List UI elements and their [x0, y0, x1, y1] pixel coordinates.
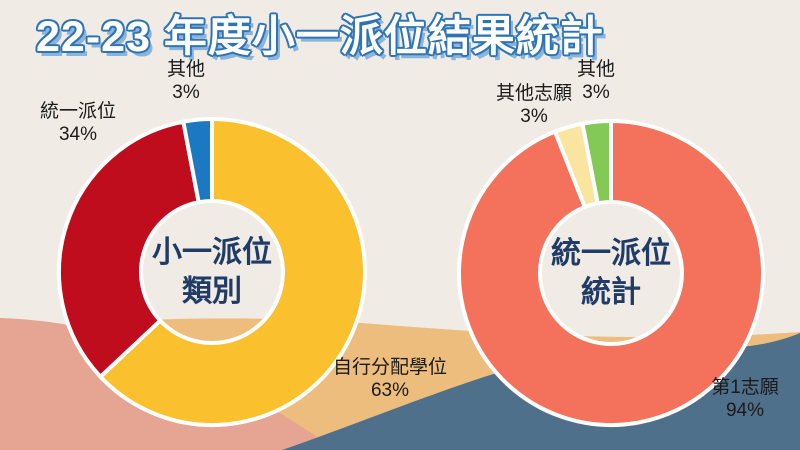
center-title-line2: 類別 [182, 275, 242, 308]
donut-chart-categories [57, 117, 367, 427]
label-self-allocated: 自行分配學位 63% [333, 356, 447, 402]
left-donut-center-title: 小一派位 類別 [152, 233, 272, 311]
donut-chart-unified [457, 119, 765, 427]
donut-slice [580, 119, 613, 206]
label-other-left: 其他 3% [167, 58, 205, 104]
donut-slice [98, 117, 367, 427]
right-donut-center-title: 統一派位 統計 [551, 234, 671, 312]
label-other-choices: 其他志願 3% [496, 82, 572, 128]
slice-name: 其他志願 [495, 83, 573, 104]
center-title-line1: 小一派位 [152, 236, 272, 269]
label-first-choice: 第1志願 94% [711, 376, 779, 422]
label-unified-placement: 統一派位 34% [40, 100, 116, 146]
center-title-line2: 統計 [581, 276, 641, 309]
slice-name: 自行分配學位 [332, 357, 448, 378]
slice-name: 其他 [166, 59, 206, 80]
slice-percent: 94% [725, 400, 765, 422]
slice-percent: 3% [582, 82, 610, 104]
label-other-right: 其他 3% [577, 58, 615, 104]
slice-percent: 63% [370, 380, 410, 402]
page-title: 22-23 年度小一派位結果統計 [36, 13, 604, 61]
donut-slice [57, 119, 201, 379]
slice-percent: 3% [520, 106, 548, 128]
slice-percent: 3% [172, 82, 200, 104]
center-title-line1: 統一派位 [551, 237, 671, 270]
donut-slice [181, 117, 214, 205]
donut-slice [457, 119, 765, 427]
slice-name: 第1志願 [711, 377, 779, 398]
slice-name: 統一派位 [39, 101, 117, 122]
slice-name: 其他 [576, 59, 616, 80]
slice-percent: 34% [58, 124, 98, 146]
